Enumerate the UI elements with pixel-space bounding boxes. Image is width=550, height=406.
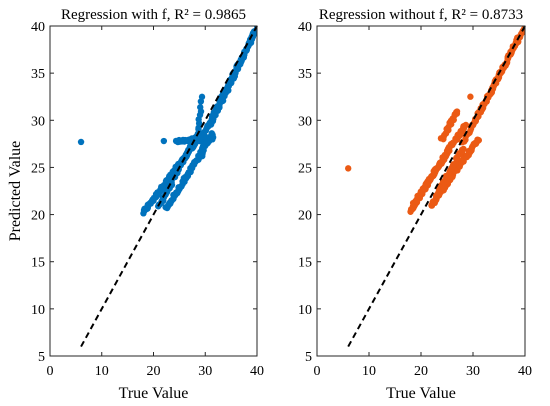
y-tick-label: 30: [298, 114, 312, 129]
x-tick-label: 20: [414, 364, 428, 379]
x-axis-label-without-f: True Value: [386, 385, 456, 402]
band-6-point: [198, 93, 206, 101]
y-tick-label: 25: [298, 161, 312, 176]
x-axis-label-with-f: True Value: [119, 385, 189, 402]
identity-reference-line: [347, 25, 526, 348]
y-tick-label: 10: [31, 303, 45, 318]
panel-without-f: True Value 0 10 20 30 40 5 10 15 20 25 30 35 40 Regre…: [298, 7, 532, 402]
outlier-point: [77, 138, 85, 146]
chart-title-without-f: Regression without f, R² = 0.8733: [319, 7, 523, 23]
x-tick-label: 30: [466, 364, 480, 379]
y-tick-label: 25: [31, 161, 45, 176]
band-7-point: [201, 133, 209, 140]
band-7-point: [199, 143, 207, 150]
x-tick-label: 20: [147, 364, 161, 379]
outlier-point: [467, 93, 474, 100]
x-tick-label: 30: [198, 364, 212, 379]
band-5-point: [209, 134, 217, 141]
y-tick-label: 20: [31, 209, 45, 224]
x-tick-label: 40: [250, 364, 264, 379]
band-7-point: [199, 150, 206, 157]
axes-frame: [49, 25, 258, 357]
band-6-point: [197, 104, 204, 111]
y-tick-label: 40: [31, 20, 45, 35]
x-tick-label: 40: [518, 364, 532, 379]
x-tick-label: 10: [362, 364, 376, 379]
band-2-point: [475, 137, 483, 144]
x-tick-label: 0: [314, 364, 321, 379]
x-tick-label: 10: [95, 364, 109, 379]
x-tick-label: 0: [47, 364, 54, 379]
y-tick-label: 30: [31, 114, 45, 129]
band-1-point: [462, 121, 470, 129]
y-tick-label: 20: [298, 209, 312, 224]
y-tick-label: 35: [31, 67, 45, 82]
identity-reference-line: [80, 25, 258, 348]
outlier-point: [160, 137, 168, 145]
y-tick-label: 40: [298, 20, 312, 35]
y-axis-label-with-f: Predicted Value: [7, 141, 24, 242]
band-6-point: [453, 108, 461, 115]
y-tick-label: 35: [298, 67, 312, 82]
y-tick-label: 10: [298, 303, 312, 318]
y-tick-label: 15: [298, 256, 312, 271]
y-tick-label: 5: [305, 350, 312, 365]
y-tick-label: 5: [38, 350, 45, 365]
panel-with-f: True Value Predicted Value 0 10 20 30 40 5 10 1…: [7, 7, 264, 402]
chart-title-with-f: Regression with f, R² = 0.9865: [61, 7, 246, 23]
band-3-point: [460, 145, 467, 153]
outlier-point: [345, 165, 352, 172]
y-tick-label: 15: [31, 256, 45, 271]
band-7-point: [202, 127, 210, 134]
